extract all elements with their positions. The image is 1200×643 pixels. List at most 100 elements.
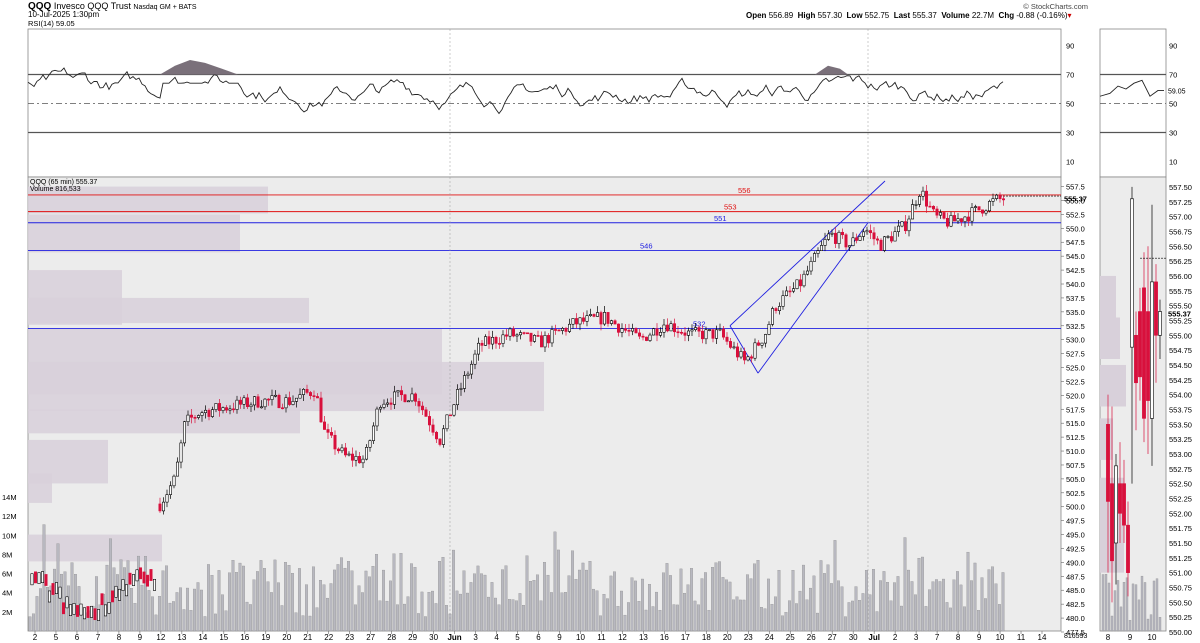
volume-by-price-bar xyxy=(28,473,52,503)
last-value: 555.37 xyxy=(912,11,937,20)
volume-bar xyxy=(399,553,403,632)
candle-body xyxy=(756,342,760,346)
volume-bar xyxy=(830,583,833,632)
candle-body xyxy=(634,328,638,334)
volume-bar xyxy=(833,540,837,632)
volume-bar xyxy=(28,616,32,632)
volume-bar xyxy=(970,580,973,632)
volume-bar xyxy=(522,605,525,632)
volume-bar xyxy=(203,616,207,632)
volume-bar xyxy=(938,581,942,632)
volume-bar xyxy=(109,538,112,632)
detail-tick-label: 553.00 xyxy=(1169,450,1192,459)
volume-bar xyxy=(186,587,189,632)
candle-body xyxy=(844,234,848,248)
volume-bar xyxy=(798,590,802,632)
volume-tick-label: 10M xyxy=(2,531,17,540)
volume-bar xyxy=(868,594,872,632)
candle-body xyxy=(564,328,568,332)
candle-body xyxy=(795,279,799,289)
candle-body xyxy=(497,343,501,345)
candle-body xyxy=(914,204,918,206)
candle-body xyxy=(76,605,80,617)
detail-candle-body xyxy=(1158,311,1162,336)
candle-body xyxy=(865,230,869,233)
candle-body xyxy=(340,447,344,452)
volume-bar xyxy=(182,609,186,632)
price-tick-label: 540.0 xyxy=(1066,280,1085,289)
x-tick-label: 23 xyxy=(744,633,753,642)
chg-value: -0.88 (-0.16%) xyxy=(1016,11,1068,20)
candle-body xyxy=(392,391,396,405)
volume-bar xyxy=(763,608,767,632)
detail-tick-label: 550.25 xyxy=(1169,613,1192,622)
detail-volume-bar xyxy=(1140,575,1144,632)
detail-candle-body xyxy=(1134,334,1138,384)
candle-body xyxy=(830,232,834,235)
volume-bar xyxy=(567,575,571,632)
candle-body xyxy=(65,596,69,609)
detail-candle-body xyxy=(1118,483,1122,514)
detail-rsi-panel xyxy=(1099,28,1167,178)
candle-body xyxy=(149,569,153,581)
candle-body xyxy=(998,194,1002,200)
volume-bar xyxy=(340,557,343,632)
volume-bar xyxy=(767,578,770,632)
x-tick-label: 9 xyxy=(557,633,562,642)
candle-body xyxy=(970,207,974,222)
candle-body xyxy=(333,434,337,450)
candle-body xyxy=(655,328,659,336)
volume-bar xyxy=(816,612,819,632)
candle-body xyxy=(791,288,795,292)
volume-bar xyxy=(532,580,536,632)
volume-bar xyxy=(648,584,651,632)
volume-bar xyxy=(452,549,455,632)
volume-bar xyxy=(221,594,224,632)
detail-candle-body xyxy=(1142,287,1146,419)
volume-bar xyxy=(231,560,235,632)
detail-rsi-tick-label: 90 xyxy=(1169,42,1177,51)
candle-body xyxy=(90,605,94,618)
candle-body xyxy=(256,396,260,408)
volume-bar xyxy=(823,573,826,632)
volume-bar xyxy=(644,609,648,632)
low-value: 552.75 xyxy=(864,11,890,20)
detail-tick-label: 553.50 xyxy=(1169,420,1192,429)
volume-bar xyxy=(154,614,158,632)
volume-bar xyxy=(284,562,287,632)
volume-bar xyxy=(809,587,812,632)
volume-bar xyxy=(606,598,609,632)
x-tick-label: 14 xyxy=(1038,633,1047,642)
candle-body xyxy=(72,603,76,615)
volume-bar xyxy=(637,601,641,632)
candle-body xyxy=(118,588,122,601)
candle-body xyxy=(480,342,484,346)
candle-body xyxy=(125,584,129,597)
volume-bar xyxy=(977,610,980,632)
candle-body xyxy=(543,335,547,348)
volume-bar xyxy=(924,606,928,632)
candle-body xyxy=(284,397,288,409)
candle-body xyxy=(37,572,41,584)
detail-candle-body xyxy=(1110,483,1114,562)
candle-body xyxy=(662,324,666,333)
x-tick-label: 27 xyxy=(828,633,837,642)
candle-body xyxy=(371,425,375,441)
candle-body xyxy=(641,335,645,338)
x-tick-label: 17 xyxy=(681,633,690,642)
price-legend: QQQ (65 min) 555.37 xyxy=(30,179,98,186)
volume-bar xyxy=(168,602,172,632)
volume-bar xyxy=(886,582,889,632)
candle-body xyxy=(627,330,631,332)
volume-bar xyxy=(553,531,557,632)
candle-body xyxy=(169,485,173,495)
detail-tick-label: 557.50 xyxy=(1169,183,1192,192)
volume-bar xyxy=(137,555,140,632)
volume-bar xyxy=(728,581,732,632)
volume-bar xyxy=(721,577,725,632)
candle-body xyxy=(823,239,827,246)
candle-body xyxy=(935,208,939,216)
candle-body xyxy=(162,501,166,512)
price-tick-label: 500.0 xyxy=(1066,503,1085,512)
volume-bar xyxy=(494,597,497,632)
